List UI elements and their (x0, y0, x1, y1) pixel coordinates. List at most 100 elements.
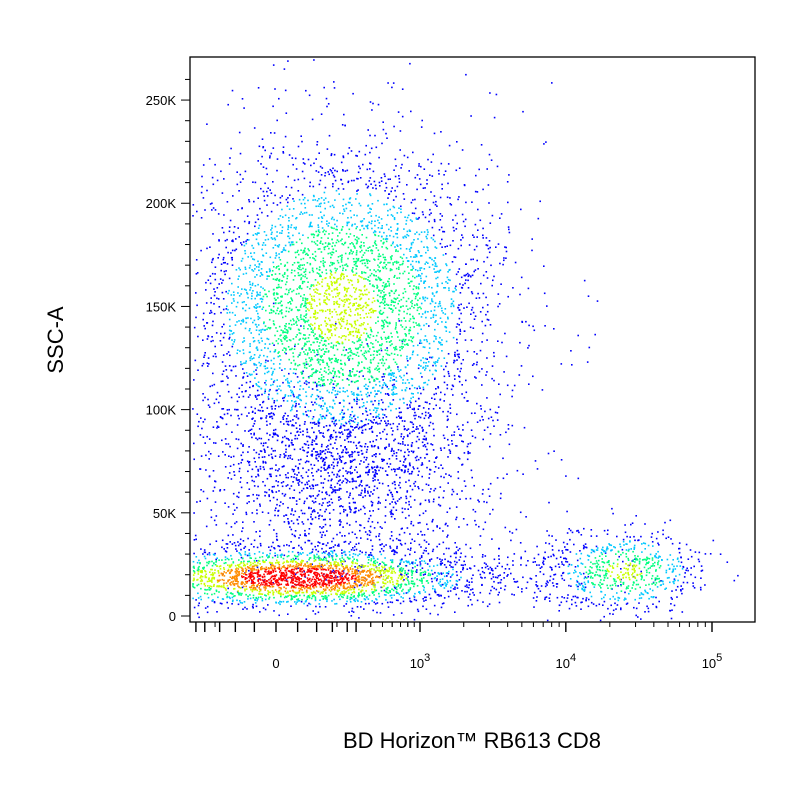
event-point (441, 246, 443, 248)
event-point (363, 592, 365, 595)
event-point (236, 321, 238, 323)
event-point (368, 180, 371, 182)
event-point (331, 391, 333, 394)
event-point (258, 145, 261, 148)
event-point (369, 207, 371, 210)
event-point (603, 529, 606, 532)
event-point (372, 231, 375, 234)
event-point (341, 183, 344, 185)
event-point (378, 592, 380, 595)
event-point (394, 518, 396, 520)
event-point (405, 257, 408, 259)
event-point (347, 152, 349, 155)
event-point (503, 371, 505, 373)
event-point (378, 538, 381, 541)
event-point (194, 359, 197, 362)
event-point (383, 562, 385, 564)
event-point (386, 386, 388, 388)
event-point (463, 452, 466, 454)
event-point (651, 589, 654, 592)
event-point (406, 403, 408, 406)
event-point (476, 191, 479, 193)
event-point (250, 252, 252, 254)
event-point (410, 242, 413, 244)
event-point (321, 527, 323, 529)
event-point (396, 428, 399, 431)
event-point (300, 553, 302, 555)
event-point (333, 206, 335, 209)
event-point (358, 202, 361, 205)
event-point (445, 522, 447, 525)
event-point (437, 387, 440, 389)
event-point (302, 198, 305, 201)
event-point (287, 235, 290, 238)
event-point (427, 379, 430, 382)
event-point (347, 433, 349, 435)
event-point (435, 364, 437, 367)
event-point (357, 594, 359, 597)
event-point (266, 204, 268, 206)
event-point (613, 546, 615, 548)
event-point (307, 595, 310, 597)
event-point (357, 393, 359, 396)
event-point (673, 578, 676, 580)
event-point (668, 568, 671, 570)
event-point (455, 506, 458, 508)
event-point (244, 606, 246, 609)
event-point (409, 406, 411, 408)
event-point (477, 292, 479, 295)
event-point (403, 253, 405, 256)
event-point (374, 400, 376, 402)
event-point (250, 557, 252, 559)
event-point (266, 424, 268, 426)
event-point (333, 81, 335, 83)
event-point (392, 235, 395, 238)
event-point (223, 548, 225, 550)
event-point (451, 384, 454, 387)
event-point (476, 361, 478, 364)
event-point (398, 533, 401, 536)
event-point (430, 415, 432, 417)
event-point (371, 548, 374, 551)
event-point (607, 547, 609, 550)
event-point (596, 300, 599, 302)
event-point (468, 581, 471, 583)
event-point (448, 289, 450, 292)
event-point (521, 590, 523, 593)
event-point (226, 375, 228, 378)
event-point (238, 131, 241, 134)
event-point (362, 413, 364, 415)
event-point (295, 557, 297, 560)
event-point (286, 423, 289, 425)
event-point (441, 562, 444, 564)
event-point (511, 424, 514, 427)
event-point (343, 113, 345, 116)
event-point (209, 543, 211, 546)
event-point (260, 442, 263, 445)
event-point (248, 560, 250, 563)
event-point (238, 563, 241, 566)
event-point (412, 423, 415, 426)
event-point (230, 396, 233, 399)
event-point (543, 143, 545, 145)
event-point (400, 411, 402, 414)
event-point (369, 563, 372, 566)
event-point (492, 576, 495, 578)
event-point (260, 187, 262, 190)
event-point (361, 405, 364, 408)
event-point (254, 225, 256, 228)
event-point (243, 340, 246, 342)
event-point (443, 437, 446, 439)
event-point (306, 554, 309, 556)
event-point (482, 528, 485, 531)
event-point (390, 531, 393, 533)
event-point (443, 575, 446, 578)
event-point (339, 387, 341, 390)
event-point (288, 154, 291, 156)
event-point (421, 119, 423, 122)
event-point (408, 170, 410, 172)
event-point (230, 554, 232, 557)
event-point (317, 395, 320, 398)
event-point (271, 231, 273, 234)
event-point (295, 168, 298, 170)
